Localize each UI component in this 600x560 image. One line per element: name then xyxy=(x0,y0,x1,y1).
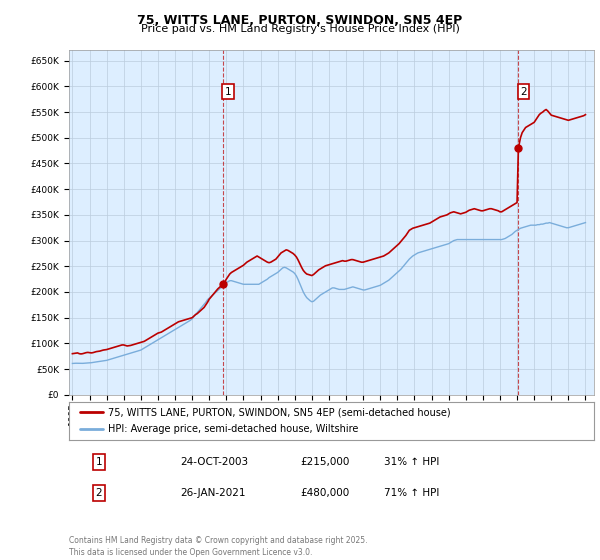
Text: HPI: Average price, semi-detached house, Wiltshire: HPI: Average price, semi-detached house,… xyxy=(109,424,359,435)
Text: £480,000: £480,000 xyxy=(300,488,349,498)
Text: Price paid vs. HM Land Registry's House Price Index (HPI): Price paid vs. HM Land Registry's House … xyxy=(140,24,460,34)
Text: 26-JAN-2021: 26-JAN-2021 xyxy=(180,488,245,498)
Text: Contains HM Land Registry data © Crown copyright and database right 2025.
This d: Contains HM Land Registry data © Crown c… xyxy=(69,536,367,557)
Text: 2: 2 xyxy=(520,87,527,97)
Text: 24-OCT-2003: 24-OCT-2003 xyxy=(180,457,248,467)
Text: 71% ↑ HPI: 71% ↑ HPI xyxy=(384,488,439,498)
Text: 75, WITTS LANE, PURTON, SWINDON, SN5 4EP: 75, WITTS LANE, PURTON, SWINDON, SN5 4EP xyxy=(137,14,463,27)
Text: 2: 2 xyxy=(95,488,103,498)
Text: 1: 1 xyxy=(95,457,103,467)
Text: 31% ↑ HPI: 31% ↑ HPI xyxy=(384,457,439,467)
Text: £215,000: £215,000 xyxy=(300,457,349,467)
Text: 75, WITTS LANE, PURTON, SWINDON, SN5 4EP (semi-detached house): 75, WITTS LANE, PURTON, SWINDON, SN5 4EP… xyxy=(109,407,451,417)
Text: 1: 1 xyxy=(225,87,232,97)
